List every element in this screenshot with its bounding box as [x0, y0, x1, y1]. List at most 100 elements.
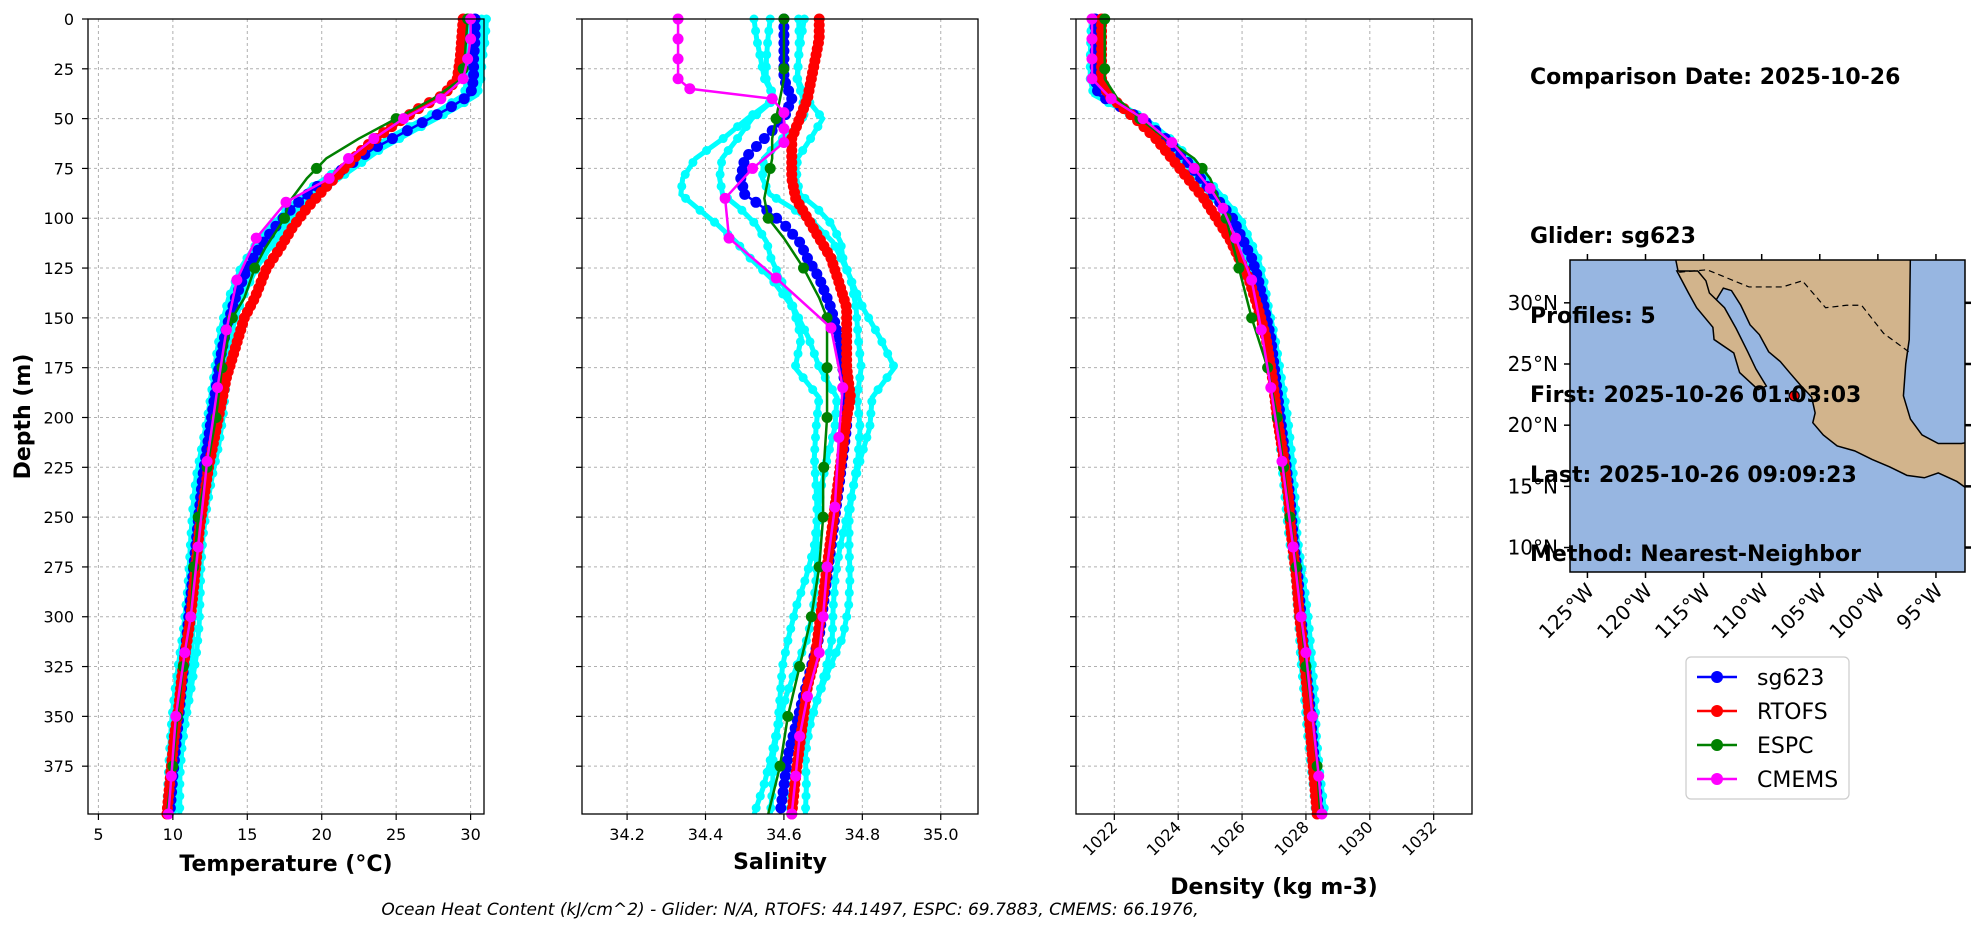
glider-profile-point — [186, 683, 196, 693]
glider-profile-point — [882, 373, 892, 383]
glider-profile-point — [827, 385, 837, 395]
inset-map: 30°N25°N20°N15°N10°N125°W120°W115°W110°W… — [1508, 254, 1971, 644]
series-point-ESPC — [774, 760, 786, 772]
glider-profile-point — [733, 122, 743, 132]
legend-marker-CMEMS — [1711, 773, 1723, 785]
glider-profile-point — [805, 719, 815, 729]
series-point-CMEMS — [801, 690, 813, 702]
glider-profile-point — [717, 157, 727, 167]
series-point-CMEMS — [1265, 382, 1277, 394]
glider-profile-point — [478, 50, 488, 60]
glider-profile-point — [844, 540, 854, 550]
series-point-sg623 — [775, 802, 787, 814]
series-point-sg623 — [401, 125, 413, 137]
glider-profile-point — [751, 803, 761, 813]
glider-profile-point — [681, 193, 691, 203]
glider-profile-point — [810, 432, 820, 442]
series-point-CMEMS — [1217, 202, 1229, 214]
glider-profile-point — [883, 349, 893, 359]
x-tick-label: 1032 — [1398, 817, 1440, 859]
x-tick-label: 10 — [163, 825, 183, 844]
glider-profile-point — [792, 600, 802, 610]
x-tick-label: 35.0 — [923, 825, 959, 844]
glider-profile-point — [830, 241, 840, 251]
series-point-CMEMS — [170, 710, 182, 722]
glider-profile-point — [778, 660, 788, 670]
axes-frame — [1075, 18, 1473, 815]
glider-profile-point — [793, 349, 803, 359]
y-tick-label: 350 — [43, 707, 74, 726]
glider-profile-point — [873, 385, 883, 395]
glider-profile-point — [812, 504, 822, 514]
map-frame — [1569, 259, 1966, 573]
glider-profile-line — [1097, 18, 1328, 815]
series-point-ESPC — [798, 262, 810, 274]
series-point-sg623 — [787, 228, 799, 240]
glider-profile-point — [789, 612, 799, 622]
legend-label: CMEMS — [1757, 768, 1838, 793]
glider-profile-point — [832, 564, 842, 574]
glider-profile-point — [844, 600, 854, 610]
series-point-CMEMS — [1276, 455, 1288, 467]
glider-profile-point — [851, 301, 861, 311]
series-point-ESPC — [1246, 312, 1258, 324]
glider-profile-point — [820, 373, 830, 383]
glider-profile-point — [809, 349, 819, 359]
glider-profile-point — [778, 289, 788, 299]
legend-label: RTOFS — [1757, 700, 1828, 725]
series-point-CMEMS — [462, 53, 474, 65]
glider-profile-point — [702, 146, 712, 156]
series-point-ESPC — [818, 461, 830, 473]
glider-profile-point — [774, 707, 784, 717]
series-point-ESPC — [311, 162, 323, 174]
map-lat-label: 15°N — [1508, 474, 1558, 498]
glider-profile-point — [810, 444, 820, 454]
y-tick-label: 175 — [43, 359, 74, 378]
glider-profile-point — [806, 134, 816, 144]
glider-profile-point — [844, 552, 854, 562]
glider-profile-point — [828, 624, 838, 634]
glider-profile-point — [184, 695, 194, 705]
y-tick-label: 375 — [43, 757, 74, 776]
glider-profile-point — [845, 576, 855, 586]
series-point-sg623 — [468, 61, 480, 73]
glider-profile-point — [831, 648, 841, 658]
glider-profile-point — [175, 803, 185, 813]
glider-name: Glider: sg623 — [1530, 224, 1696, 249]
glider-profile-point — [796, 588, 806, 598]
series-point-CMEMS — [813, 647, 825, 659]
glider-profile-point — [814, 110, 824, 120]
series-point-ESPC — [1271, 411, 1283, 423]
series-point-CMEMS — [192, 541, 204, 553]
glider-profile-point — [838, 253, 848, 263]
glider-profile-point — [828, 612, 838, 622]
map-lat-label: 10°N — [1508, 536, 1558, 560]
glider-profile-point — [791, 313, 801, 323]
legend-marker-sg623 — [1711, 671, 1723, 683]
series-point-CMEMS — [837, 382, 849, 394]
series-point-ESPC — [805, 611, 817, 623]
glider-profile-point — [764, 26, 774, 36]
glider-profile-point — [784, 683, 794, 693]
legend-label: ESPC — [1757, 734, 1814, 759]
comparison-date: Comparison Date: 2025-10-26 — [1530, 65, 1901, 90]
series-point-CMEMS — [778, 123, 790, 135]
glider-profile-point — [182, 707, 192, 717]
series-point-CMEMS — [1246, 274, 1258, 286]
glider-profile-point — [755, 791, 765, 801]
glider-profile-point — [855, 373, 865, 383]
glider-profile-point — [194, 624, 204, 634]
glider-profile-point — [849, 480, 859, 490]
glider-profile-point — [825, 217, 835, 227]
series-point-CMEMS — [212, 382, 224, 394]
glider-profile-point — [800, 755, 810, 765]
profiles-count: Profiles: 5 — [1530, 303, 1656, 329]
series-point-CMEMS — [435, 93, 447, 105]
series-point-CMEMS — [398, 113, 410, 125]
glider-profile-point — [845, 504, 855, 514]
glider-profile-point — [811, 480, 821, 490]
series-point-CMEMS — [323, 172, 335, 184]
glider-profile-point — [797, 26, 807, 36]
glider-profile-point — [783, 636, 793, 646]
